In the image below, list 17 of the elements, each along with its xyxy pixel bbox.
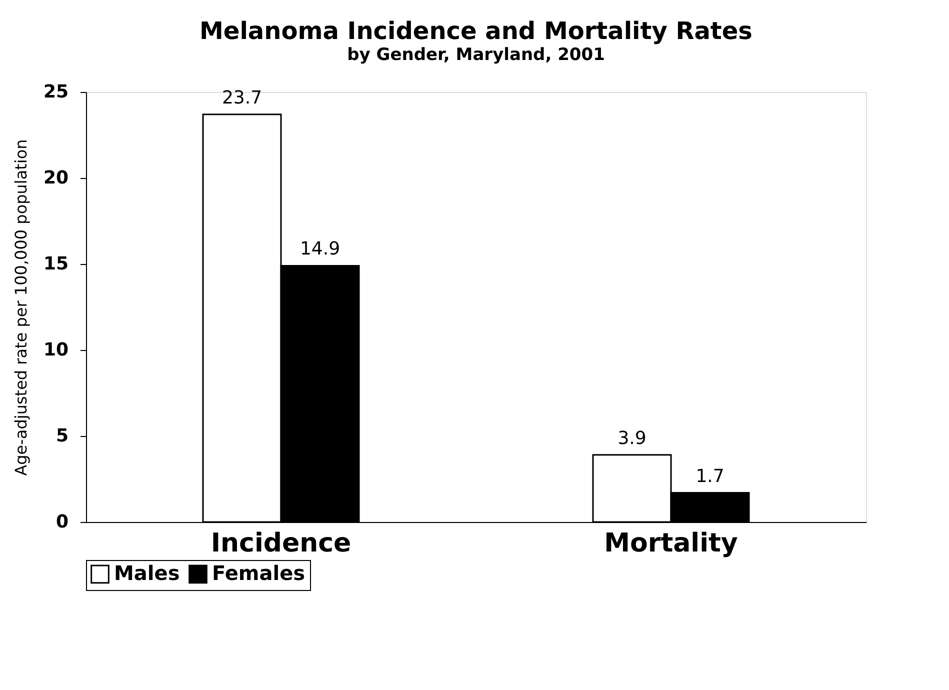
y-tick-label: 20 bbox=[43, 168, 68, 188]
y-tick-label: 5 bbox=[56, 426, 68, 446]
y-axis-title: Age-adjusted rate per 100,000 population bbox=[11, 139, 30, 476]
chart-title: Melanoma Incidence and Mortality Rates bbox=[200, 17, 752, 45]
y-tick-label: 10 bbox=[43, 340, 68, 360]
legend-label: Females bbox=[212, 561, 306, 586]
data-label: 1.7 bbox=[696, 466, 724, 487]
x-tick-label: Mortality bbox=[604, 528, 738, 558]
y-tick-label: 0 bbox=[56, 512, 68, 532]
legend-label: Males bbox=[114, 561, 180, 586]
y-tick-label: 15 bbox=[43, 254, 68, 274]
y-tick-label: 25 bbox=[43, 82, 68, 102]
data-label: 3.9 bbox=[618, 428, 646, 449]
chart-subtitle: by Gender, Maryland, 2001 bbox=[347, 45, 605, 65]
x-tick-label: Incidence bbox=[210, 528, 352, 558]
data-label: 23.7 bbox=[222, 87, 262, 108]
data-label: 14.9 bbox=[300, 238, 340, 260]
